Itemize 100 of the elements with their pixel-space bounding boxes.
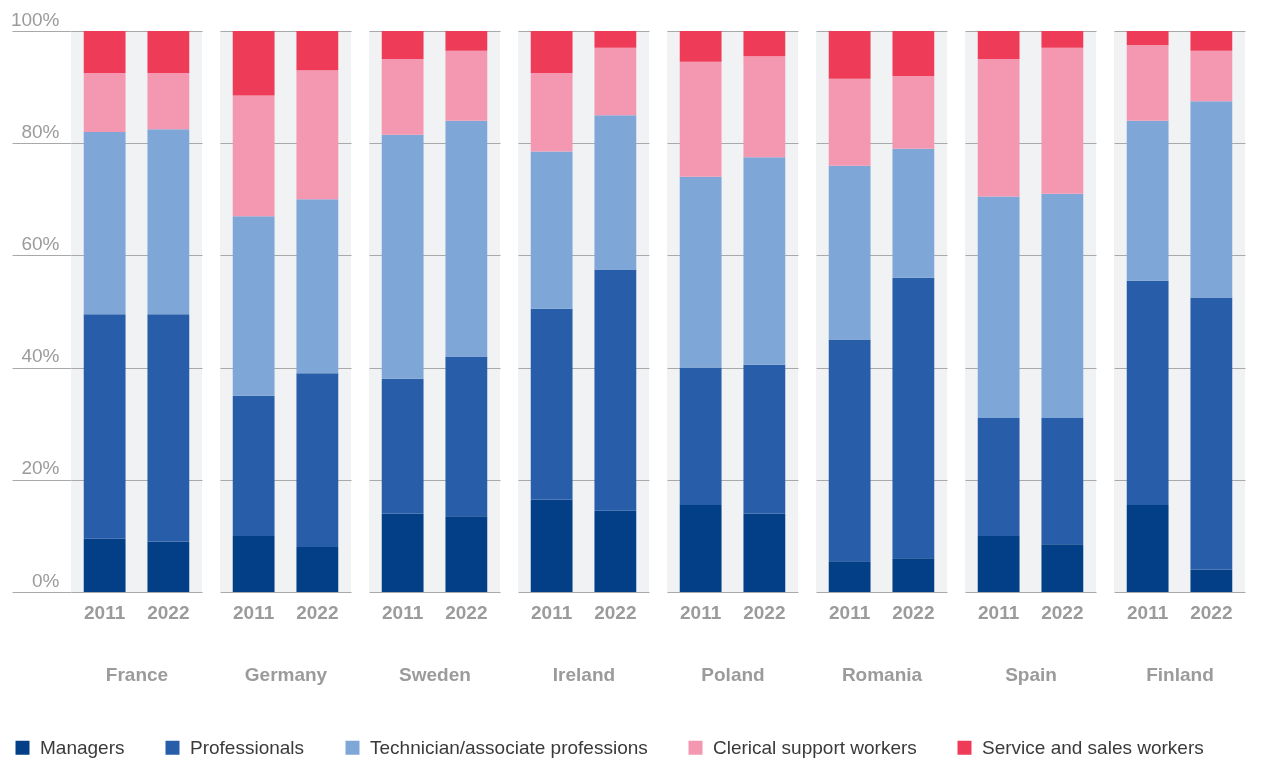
bar <box>679 176 722 368</box>
y-tick-label: 60% <box>21 232 60 254</box>
legend-label: Clerical support workers <box>713 736 917 758</box>
legend-label: Professionals <box>190 736 305 758</box>
bar <box>828 78 871 166</box>
bar <box>381 378 424 514</box>
x-tick-label: 2011 <box>1127 601 1169 623</box>
y-tick-label: 40% <box>21 345 60 367</box>
bar <box>743 56 786 158</box>
bar <box>828 31 871 79</box>
bar <box>892 148 935 278</box>
bar <box>530 73 573 152</box>
x-tick-label: 2022 <box>1190 601 1233 623</box>
bar <box>1126 120 1169 281</box>
x-tick-label: 2022 <box>892 601 935 623</box>
x-tick-label: 2022 <box>147 601 190 623</box>
legend-label: Service and sales workers <box>982 736 1204 758</box>
bar <box>232 31 275 96</box>
x-tick-label: 2022 <box>296 601 339 623</box>
x-tick-label: 2022 <box>445 601 488 623</box>
bar <box>530 308 573 500</box>
bar <box>1126 45 1169 121</box>
bar <box>1190 101 1233 298</box>
bar <box>296 547 339 592</box>
x-tick-label: 2011 <box>680 601 722 623</box>
bar <box>1190 50 1233 102</box>
bar <box>828 561 871 592</box>
bar <box>892 75 935 149</box>
y-tick-label: 20% <box>21 457 60 479</box>
bar <box>530 151 573 309</box>
bar <box>1126 31 1169 46</box>
bar <box>381 134 424 379</box>
bar <box>296 70 339 200</box>
y-tick-label: 100% <box>10 8 60 30</box>
bar <box>594 31 637 48</box>
bar <box>892 277 935 559</box>
x-tick-label: 2022 <box>1041 601 1084 623</box>
bar <box>530 31 573 74</box>
bar <box>828 339 871 562</box>
bar <box>1190 297 1233 570</box>
bar <box>445 31 488 51</box>
bar <box>743 31 786 57</box>
bar <box>594 269 637 511</box>
x-tick-label: 2011 <box>84 601 126 623</box>
legend-label: Technician/associate professions <box>370 736 648 758</box>
x-tick-label: 2011 <box>531 601 573 623</box>
bar <box>594 115 637 270</box>
bar <box>1041 47 1084 194</box>
bar <box>445 356 488 517</box>
bar <box>977 418 1020 536</box>
bar <box>530 499 573 592</box>
bar <box>1041 31 1084 48</box>
bar <box>679 505 722 592</box>
bar <box>1041 193 1084 419</box>
bar <box>679 367 722 506</box>
bar <box>296 199 339 374</box>
bar <box>232 95 275 217</box>
bar <box>679 61 722 177</box>
x-axis-title: Germany <box>244 663 328 685</box>
bar <box>594 510 637 592</box>
bar <box>445 50 488 121</box>
x-axis-title: Spain <box>1005 663 1057 685</box>
bar <box>892 558 935 592</box>
bar <box>1126 505 1169 592</box>
x-axis-title: Finland <box>1146 663 1214 685</box>
bar <box>594 47 637 116</box>
bar <box>977 196 1020 419</box>
bar <box>232 535 275 592</box>
x-axis-title: Ireland <box>552 663 616 685</box>
x-axis-title: France <box>105 663 169 685</box>
bar <box>892 31 935 76</box>
bar <box>743 157 786 365</box>
y-tick-label: 80% <box>21 120 60 142</box>
x-axis-title: Poland <box>701 663 765 685</box>
bar <box>296 31 339 71</box>
bar <box>1041 544 1084 592</box>
bar <box>381 59 424 135</box>
bar <box>679 31 722 62</box>
bar <box>381 31 424 60</box>
x-tick-label: 2011 <box>382 601 424 623</box>
x-tick-label: 2011 <box>829 601 871 623</box>
legend-label: Managers <box>40 736 125 758</box>
x-tick-label: 2022 <box>594 601 637 623</box>
bar <box>232 395 275 536</box>
bar <box>743 513 786 592</box>
bar <box>1190 569 1233 592</box>
bar <box>977 31 1020 60</box>
bar <box>381 513 424 592</box>
x-axis-title: Romania <box>841 663 923 685</box>
bar <box>1041 418 1084 545</box>
bar <box>1126 280 1169 506</box>
y-tick-label: 0% <box>32 569 60 591</box>
bar <box>232 216 275 396</box>
x-axis-title: Sweden <box>399 663 471 685</box>
bar <box>1190 31 1233 51</box>
bar <box>743 364 786 514</box>
bar <box>296 373 339 548</box>
bar <box>828 165 871 340</box>
x-tick-label: 2011 <box>233 601 275 623</box>
bar <box>977 535 1020 592</box>
